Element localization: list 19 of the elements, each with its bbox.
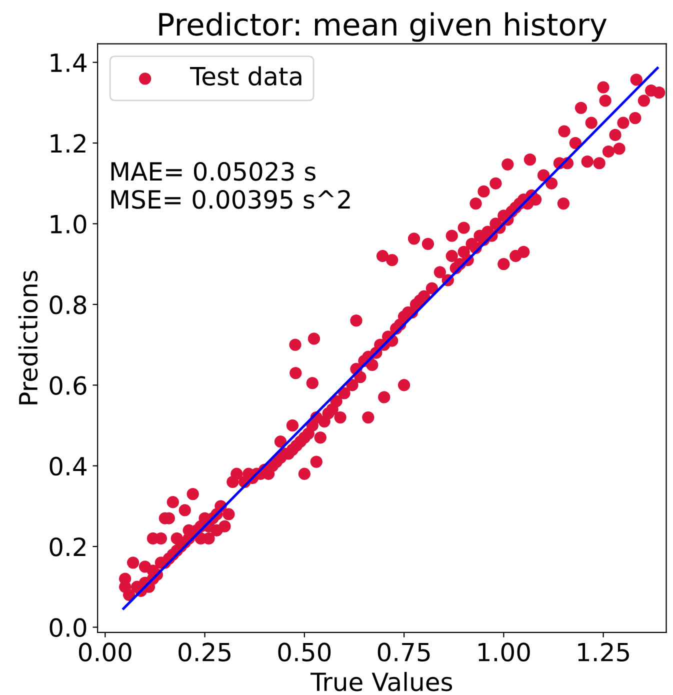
x-tick-label: 0.00 [78, 642, 132, 662]
y-axis-title: Predictions [18, 270, 38, 404]
x-tick-label: 0.75 [378, 642, 430, 662]
y-tick-label: 0.0 [50, 618, 86, 638]
annotation: MAE= 0.05023 s MSE= 0.00395 s^2 [111, 162, 350, 209]
x-axis-title: True Values [310, 672, 452, 692]
legend-label: Test data [190, 66, 302, 86]
y-tick-label: 1.0 [50, 214, 86, 234]
y-tick-label: 0.4 [50, 456, 86, 476]
chart-title: Predictor: mean given history [159, 12, 607, 42]
y-tick-label: 1.4 [50, 54, 86, 72]
y-tick-label: 0.2 [50, 537, 86, 556]
x-tick-label: 1.25 [578, 642, 629, 662]
x-tick-label: 0.25 [178, 642, 230, 662]
y-tick-label: 1.2 [50, 134, 86, 153]
y-tick-label: 0.8 [50, 295, 86, 314]
x-tick-label: 0.50 [278, 642, 331, 662]
x-tick-label: 1.00 [478, 642, 530, 662]
y-tick-label: 0.6 [50, 376, 86, 395]
